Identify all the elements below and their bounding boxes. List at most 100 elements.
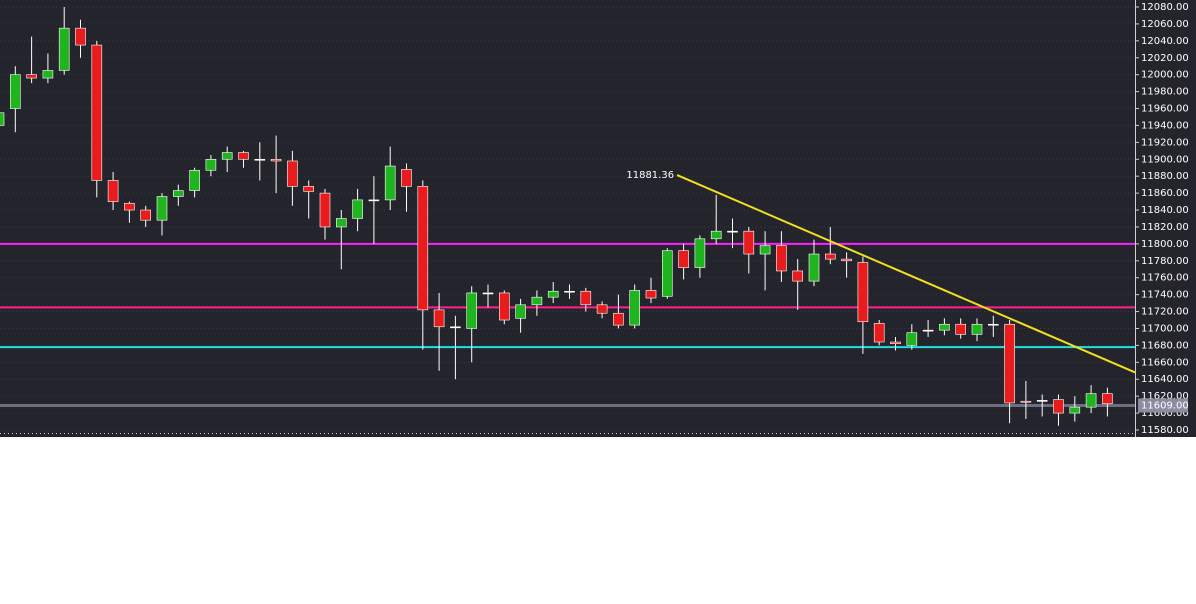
y-tick-label: 11580.00 bbox=[1141, 425, 1189, 436]
candle-body bbox=[596, 304, 608, 314]
candle-body bbox=[238, 152, 249, 160]
candle-body bbox=[335, 218, 347, 228]
y-tick-label: 11620.00 bbox=[1141, 391, 1189, 402]
candle-body bbox=[792, 270, 804, 282]
candle-body bbox=[547, 290, 559, 298]
candle-body bbox=[319, 192, 331, 228]
y-tick-label: 11680.00 bbox=[1141, 340, 1189, 351]
trendline bbox=[676, 174, 1136, 374]
candle-body bbox=[140, 209, 151, 221]
candle-body bbox=[971, 323, 983, 335]
y-tick-label: 11900.00 bbox=[1141, 154, 1189, 165]
candle-body bbox=[955, 323, 967, 335]
y-tick-label: 11960.00 bbox=[1141, 104, 1189, 115]
y-tick-label: 11840.00 bbox=[1141, 205, 1189, 216]
candle-body bbox=[987, 323, 999, 326]
y-tick-label: 11720.00 bbox=[1141, 307, 1189, 318]
y-axis: 11580.00 11600.00 11620.00 11640.00 11660.00… bbox=[1135, 2, 1189, 436]
y-tick-label: 11640.00 bbox=[1141, 374, 1189, 385]
candle-body bbox=[173, 190, 184, 197]
y-tick-label: 11740.00 bbox=[1141, 290, 1189, 301]
y-tick-label: 12000.00 bbox=[1141, 70, 1189, 81]
candle-body bbox=[26, 74, 37, 79]
candle-body bbox=[254, 158, 266, 161]
trendline-label: 11881.36 bbox=[626, 170, 674, 181]
y-tick-label: 11920.00 bbox=[1141, 137, 1189, 148]
candle-body bbox=[75, 27, 86, 46]
candle-body bbox=[124, 202, 135, 211]
y-tick-label: 11880.00 bbox=[1141, 171, 1189, 182]
candle-body bbox=[417, 186, 429, 311]
candle-body bbox=[1102, 393, 1113, 405]
candle-body bbox=[221, 152, 233, 160]
candle-body bbox=[433, 309, 445, 328]
candle-body bbox=[1085, 393, 1097, 408]
candle-body bbox=[1036, 400, 1048, 402]
candle-body bbox=[450, 326, 461, 329]
candle-body bbox=[189, 169, 200, 191]
candle-body bbox=[661, 250, 673, 297]
candle-body bbox=[873, 323, 885, 343]
y-tick-label: 11780.00 bbox=[1141, 256, 1189, 267]
candle-body bbox=[205, 158, 217, 171]
y-tick-label: 11980.00 bbox=[1141, 87, 1189, 98]
y-tick-label: 11820.00 bbox=[1141, 222, 1189, 233]
candle-body bbox=[1004, 323, 1015, 404]
candle-body bbox=[645, 290, 657, 299]
candle-body bbox=[824, 253, 836, 260]
price-label: 11609.00 bbox=[1141, 400, 1189, 411]
candle-body bbox=[58, 27, 70, 71]
y-tick-label: 12020.00 bbox=[1141, 53, 1189, 64]
candle-body bbox=[107, 180, 119, 202]
candle-body bbox=[759, 245, 771, 255]
price-tag bbox=[1138, 398, 1188, 413]
plot: 11881.36 bbox=[0, 7, 1136, 426]
candle-body bbox=[1053, 399, 1064, 414]
candle-body bbox=[808, 253, 820, 282]
candle-body bbox=[303, 186, 315, 192]
candle-body bbox=[629, 290, 641, 326]
candle-body bbox=[401, 169, 412, 187]
candle-body bbox=[287, 160, 298, 187]
candle-body bbox=[482, 292, 494, 295]
y-tick-label: 11660.00 bbox=[1141, 357, 1189, 368]
candle-body bbox=[857, 262, 869, 323]
candle-body bbox=[580, 290, 592, 306]
candle-body bbox=[270, 158, 282, 162]
candle-body bbox=[939, 323, 950, 331]
candle-body bbox=[368, 199, 380, 202]
candle-body bbox=[515, 304, 526, 319]
candle-body bbox=[0, 112, 5, 126]
y-tick-label: 11600.00 bbox=[1141, 408, 1189, 419]
candle-body bbox=[531, 296, 543, 306]
y-tick-label: 11700.00 bbox=[1141, 323, 1189, 334]
y-tick-label: 12080.00 bbox=[1141, 2, 1189, 13]
candle-body bbox=[613, 312, 624, 326]
candle-body bbox=[352, 199, 363, 219]
candle-body bbox=[564, 290, 575, 293]
candle-body bbox=[1020, 400, 1032, 403]
candle-body bbox=[42, 70, 54, 79]
candle-body bbox=[498, 292, 510, 321]
candle-body bbox=[906, 332, 918, 346]
candle-body bbox=[10, 74, 21, 109]
candle-body bbox=[91, 44, 103, 181]
candle-body bbox=[841, 258, 852, 262]
candle-body bbox=[890, 341, 901, 345]
y-tick-label: 12040.00 bbox=[1141, 36, 1189, 47]
y-tick-label: 12060.00 bbox=[1141, 19, 1189, 30]
candle-body bbox=[776, 245, 787, 272]
candle-body bbox=[156, 196, 168, 221]
y-tick-label: 11940.00 bbox=[1141, 120, 1189, 131]
candle-body bbox=[743, 230, 755, 255]
chart-background bbox=[0, 0, 1196, 437]
y-tick-label: 11760.00 bbox=[1141, 273, 1189, 284]
candle-body bbox=[694, 238, 706, 268]
candle-body bbox=[710, 230, 722, 240]
y-tick-label: 11800.00 bbox=[1141, 239, 1189, 250]
y-tick-label: 11860.00 bbox=[1141, 188, 1189, 199]
candle-body bbox=[1069, 406, 1081, 414]
candle-body bbox=[922, 329, 934, 332]
candle-body bbox=[678, 250, 689, 268]
